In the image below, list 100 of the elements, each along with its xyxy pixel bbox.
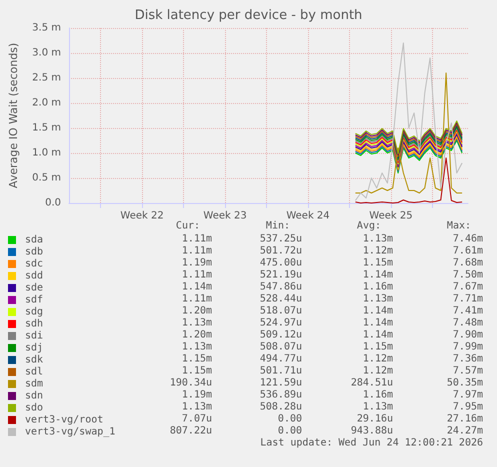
text: 1.12m: [362, 366, 394, 376]
legend-label: sdh: [25, 318, 44, 330]
y-tick-label: 0.0: [45, 198, 61, 208]
text: 494.77u: [260, 354, 302, 364]
text: 1.12m: [362, 246, 394, 256]
y-tick-label: 1.0 m: [32, 148, 61, 158]
text: 27.16m: [446, 414, 483, 424]
text: 1.19m: [182, 258, 212, 268]
text: 1.20m: [182, 306, 212, 316]
text: 501.72u: [260, 246, 302, 256]
text: 7.57m: [452, 366, 484, 376]
text: 508.07u: [260, 342, 302, 352]
text: 501.71u: [260, 366, 302, 376]
text: 1.11m: [182, 294, 212, 304]
legend-label: sdk: [25, 354, 44, 366]
text: 1.19m: [182, 390, 212, 400]
text: 1.15m: [362, 342, 394, 352]
text: 536.89u: [260, 390, 302, 400]
text: 24.27m: [446, 426, 483, 436]
legend-label: sde: [25, 282, 44, 294]
text: 50.35m: [446, 378, 483, 388]
text: 7.48m: [452, 318, 484, 328]
legend-label: sdi: [25, 330, 44, 342]
text: Min:: [266, 220, 290, 232]
y-axis-title: Average IO Wait (seconds): [7, 42, 20, 188]
text: 7.41m: [452, 306, 484, 316]
text: 1.14m: [362, 306, 394, 316]
legend-label: sdj: [25, 342, 44, 354]
legend-label: vert3-vg/root: [25, 414, 104, 426]
text: 475.00u: [260, 258, 302, 268]
legend-label: sdm: [25, 378, 44, 390]
text: 7.90m: [452, 330, 484, 340]
text: 1.11m: [182, 246, 212, 256]
legend-label: sdf: [25, 294, 44, 306]
x-tick-label: Week 25: [369, 210, 413, 222]
text: 1.13m: [362, 402, 394, 412]
text: 1.13m: [362, 234, 394, 244]
legend-label: sdn: [25, 390, 44, 402]
text: 1.15m: [182, 366, 212, 376]
text: 1.15m: [362, 258, 394, 268]
text: 1.15m: [182, 354, 212, 364]
text: 1.20m: [182, 330, 212, 340]
legend-label: sdd: [25, 270, 44, 282]
text: Cur:: [176, 220, 200, 232]
text: 518.07u: [260, 306, 302, 316]
y-tick-label: 1.5 m: [32, 122, 61, 134]
x-tick-label: Week 24: [286, 210, 330, 222]
y-tick-label: 2.0 m: [32, 98, 61, 108]
text: 537.25u: [260, 234, 302, 244]
text: 7.71m: [452, 294, 484, 304]
text: 1.14m: [362, 270, 394, 280]
legend-label: sdc: [25, 258, 44, 270]
text: 7.99m: [452, 342, 484, 352]
text: 1.14m: [182, 282, 212, 292]
x-tick-label: Week 22: [120, 210, 164, 222]
legend-label: sdb: [25, 246, 44, 258]
line-series: [354, 42, 463, 201]
text: 509.12u: [260, 330, 302, 340]
text: 1.13m: [182, 402, 212, 412]
legend-label: vert3-vg/swap_1: [25, 426, 116, 438]
text: 528.44u: [260, 294, 302, 304]
text: 0.00: [278, 414, 302, 424]
text: 547.86u: [260, 282, 302, 292]
text: 7.67m: [452, 282, 484, 292]
y-tick-label: 3.5 m: [32, 22, 61, 34]
text: Last update: Wed Jun 24 12:00:21 2026: [260, 438, 484, 448]
text: 7.07u: [182, 414, 212, 424]
text: 508.28u: [260, 402, 302, 412]
text: 1.16m: [362, 390, 394, 400]
y-tick-label: 2.5 m: [32, 72, 61, 84]
legend-label: sda: [25, 234, 44, 246]
legend-label: sdl: [25, 366, 44, 378]
text: 7.61m: [452, 246, 484, 256]
text: 1.13m: [362, 294, 394, 304]
text: 0.00: [278, 426, 302, 436]
x-tick-label: Week 23: [203, 210, 247, 222]
line-series: [354, 72, 463, 194]
text: 1.14m: [362, 318, 394, 328]
text: 1.11m: [182, 270, 212, 280]
legend-label: sdg: [25, 306, 44, 318]
text: Max:: [446, 220, 472, 232]
text: 1.12m: [362, 354, 394, 364]
y-tick-label: 3.0 m: [32, 48, 61, 58]
text: 524.97u: [260, 318, 302, 328]
text: 1.13m: [182, 318, 212, 328]
text: 7.68m: [452, 258, 484, 268]
line-series: [354, 158, 463, 204]
text: 1.16m: [362, 282, 394, 292]
text: 7.50m: [452, 270, 484, 280]
text: 1.11m: [182, 234, 212, 244]
text: 284.51u: [350, 378, 394, 388]
text: 807.22u: [170, 426, 212, 436]
text: 7.36m: [452, 354, 484, 364]
chart-title: Disk latency per device - by month: [134, 8, 362, 23]
text: 7.95m: [452, 402, 484, 412]
legend-label: sdo: [25, 402, 44, 414]
y-tick-label: 0.5 m: [32, 172, 61, 184]
text: 121.59u: [260, 378, 302, 388]
text: 7.97m: [452, 390, 484, 400]
text: 190.34u: [170, 378, 212, 388]
